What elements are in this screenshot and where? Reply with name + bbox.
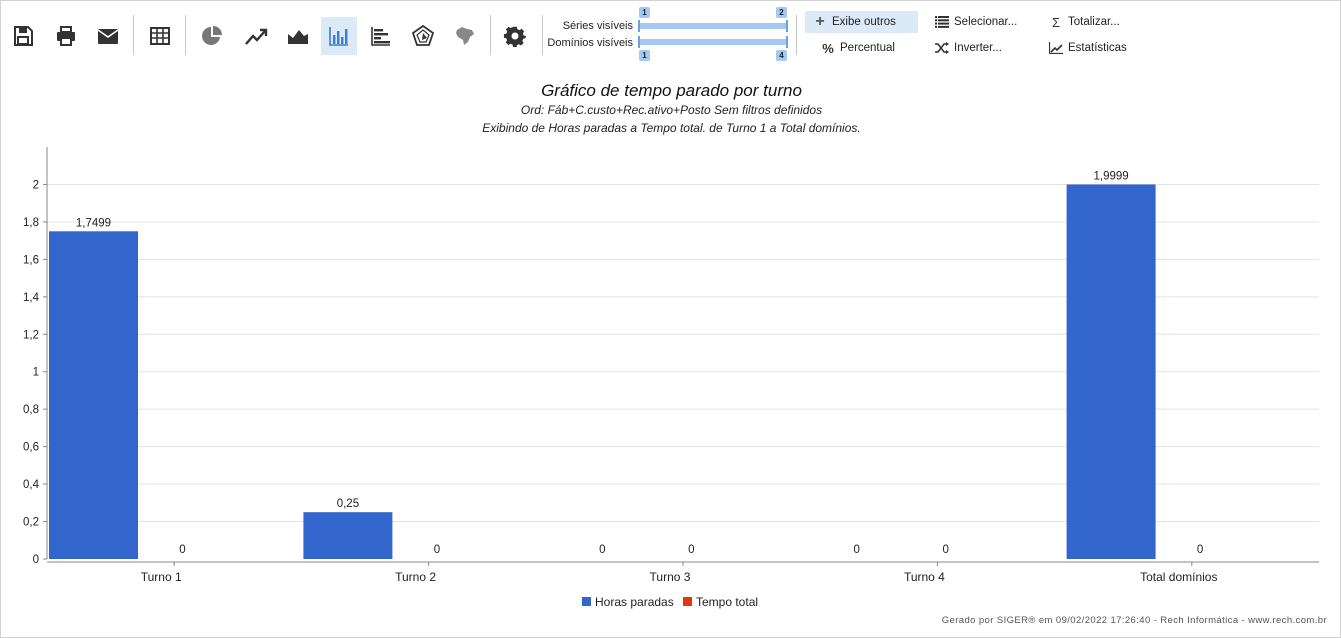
data-label: 0 bbox=[434, 544, 440, 556]
horizontal-bar-chart-icon bbox=[371, 27, 390, 46]
toolbar-separator bbox=[490, 15, 491, 55]
series-min-handle[interactable]: 1 bbox=[639, 7, 650, 18]
x-tick-label: Turno 1 bbox=[141, 570, 182, 584]
data-label: 0 bbox=[942, 544, 948, 556]
series-visible-label: Séries visíveis bbox=[562, 20, 633, 32]
data-label: 1,9999 bbox=[1094, 170, 1129, 182]
y-tick-label: 0,2 bbox=[23, 517, 39, 529]
toolbar-separator bbox=[133, 15, 134, 55]
select-button[interactable]: Selecionar... bbox=[927, 11, 1025, 33]
y-tick-label: 0 bbox=[33, 554, 39, 566]
legend-label: Tempo total bbox=[696, 595, 758, 609]
settings-button[interactable] bbox=[497, 17, 533, 55]
y-tick-label: 1,2 bbox=[23, 329, 39, 341]
area-chart-button[interactable] bbox=[280, 17, 316, 55]
invert-button[interactable]: Inverter... bbox=[927, 37, 1010, 59]
data-label: 1,7499 bbox=[76, 217, 111, 229]
shuffle-icon bbox=[935, 41, 949, 55]
bar-chart: 0 0,2 0,4 0,6 0,8 1 1,2 1,4 1,6 1,8 2 Turno 1 1,7499… bbox=[23, 147, 1319, 609]
brazil-map-icon bbox=[456, 27, 474, 45]
statistics-label: Estatísticas bbox=[1068, 42, 1127, 54]
totalize-label: Totalizar... bbox=[1068, 16, 1120, 28]
bar-chart-icon bbox=[329, 27, 348, 46]
chart-subtitle-range: Exibindo de Horas paradas a Tempo total.… bbox=[482, 121, 861, 135]
gear-icon bbox=[503, 26, 526, 47]
domains-visible-label: Domínios visíveis bbox=[547, 37, 633, 49]
series-range-slider[interactable] bbox=[638, 20, 788, 32]
line-chart-button[interactable] bbox=[238, 17, 274, 55]
sigma-icon: Σ bbox=[1051, 14, 1061, 30]
x-tick-label: Turno 3 bbox=[650, 570, 691, 584]
save-button[interactable] bbox=[5, 17, 41, 55]
data-label: 0,25 bbox=[337, 498, 359, 510]
trend-chart-icon bbox=[1049, 41, 1063, 55]
horizontal-bar-chart-button[interactable] bbox=[363, 17, 399, 55]
bar-horas-paradas bbox=[303, 512, 393, 559]
y-tick-label: 0,8 bbox=[23, 404, 39, 416]
pie-chart-button[interactable] bbox=[194, 17, 230, 55]
email-button[interactable] bbox=[90, 17, 126, 55]
x-tick-label: Turno 4 bbox=[904, 570, 945, 584]
data-label: 0 bbox=[853, 544, 859, 556]
invert-label: Inverter... bbox=[954, 42, 1002, 54]
select-label: Selecionar... bbox=[954, 16, 1018, 28]
pie-chart-icon bbox=[202, 26, 222, 45]
save-icon bbox=[14, 26, 33, 46]
x-tick-label: Total domínios bbox=[1140, 570, 1217, 584]
list-icon bbox=[935, 15, 949, 29]
footer-generated-by: Gerado por SIGER® em 09/02/2022 17:26:40… bbox=[941, 615, 1327, 626]
print-button[interactable] bbox=[48, 17, 84, 55]
percent-label: Percentual bbox=[840, 42, 895, 54]
domains-min-handle[interactable]: 1 bbox=[639, 50, 650, 61]
line-chart-icon bbox=[245, 28, 268, 45]
print-icon bbox=[57, 26, 75, 46]
data-label: 0 bbox=[1197, 544, 1203, 556]
map-chart-button[interactable] bbox=[446, 17, 482, 55]
radar-chart-button[interactable] bbox=[405, 17, 441, 55]
y-tick-label: 1,6 bbox=[23, 254, 39, 266]
toolbar-separator bbox=[185, 15, 186, 55]
data-label: 0 bbox=[599, 544, 605, 556]
y-tick-label: 1,8 bbox=[23, 217, 39, 229]
y-tick-label: 1,4 bbox=[23, 292, 40, 304]
chart-subtitle-filters: Ord: Fáb+C.custo+Rec.ativo+Posto Sem fil… bbox=[520, 103, 823, 117]
y-tick-label: 0,4 bbox=[23, 479, 40, 491]
statistics-button[interactable]: Estatísticas bbox=[1041, 37, 1135, 59]
x-tick-label: Turno 2 bbox=[395, 570, 436, 584]
domains-range-slider[interactable] bbox=[638, 36, 788, 48]
y-tick-label: 2 bbox=[33, 179, 39, 191]
y-tick-label: 1 bbox=[33, 367, 39, 379]
bar-chart-button[interactable] bbox=[321, 17, 357, 55]
bar-horas-paradas bbox=[49, 231, 138, 560]
chart-title: Gráfico de tempo parado por turno bbox=[541, 81, 802, 100]
percent-icon: % bbox=[822, 40, 834, 56]
toolbar-separator bbox=[542, 15, 543, 55]
mail-icon bbox=[97, 29, 119, 44]
y-tick-label: 0,6 bbox=[23, 442, 39, 454]
legend-swatch bbox=[683, 597, 692, 606]
table-view-button[interactable] bbox=[142, 17, 178, 55]
area-chart-icon bbox=[288, 30, 308, 44]
series-max-handle[interactable]: 2 bbox=[776, 7, 787, 18]
data-label: 0 bbox=[179, 544, 185, 556]
bar-horas-paradas bbox=[1066, 184, 1156, 559]
legend-swatch bbox=[582, 597, 591, 606]
legend-label: Horas paradas bbox=[595, 595, 674, 609]
show-others-label: Exibe outros bbox=[832, 16, 896, 28]
domains-max-handle[interactable]: 4 bbox=[776, 50, 787, 61]
plus-icon: + bbox=[815, 13, 825, 30]
data-label: 0 bbox=[688, 544, 694, 556]
percent-button[interactable]: % Percentual bbox=[813, 37, 903, 59]
radar-chart-icon bbox=[411, 24, 435, 46]
show-others-button[interactable]: + Exibe outros bbox=[805, 11, 918, 33]
toolbar-separator bbox=[796, 15, 797, 55]
totalize-button[interactable]: Σ Totalizar... bbox=[1041, 11, 1128, 33]
table-icon bbox=[150, 27, 170, 45]
